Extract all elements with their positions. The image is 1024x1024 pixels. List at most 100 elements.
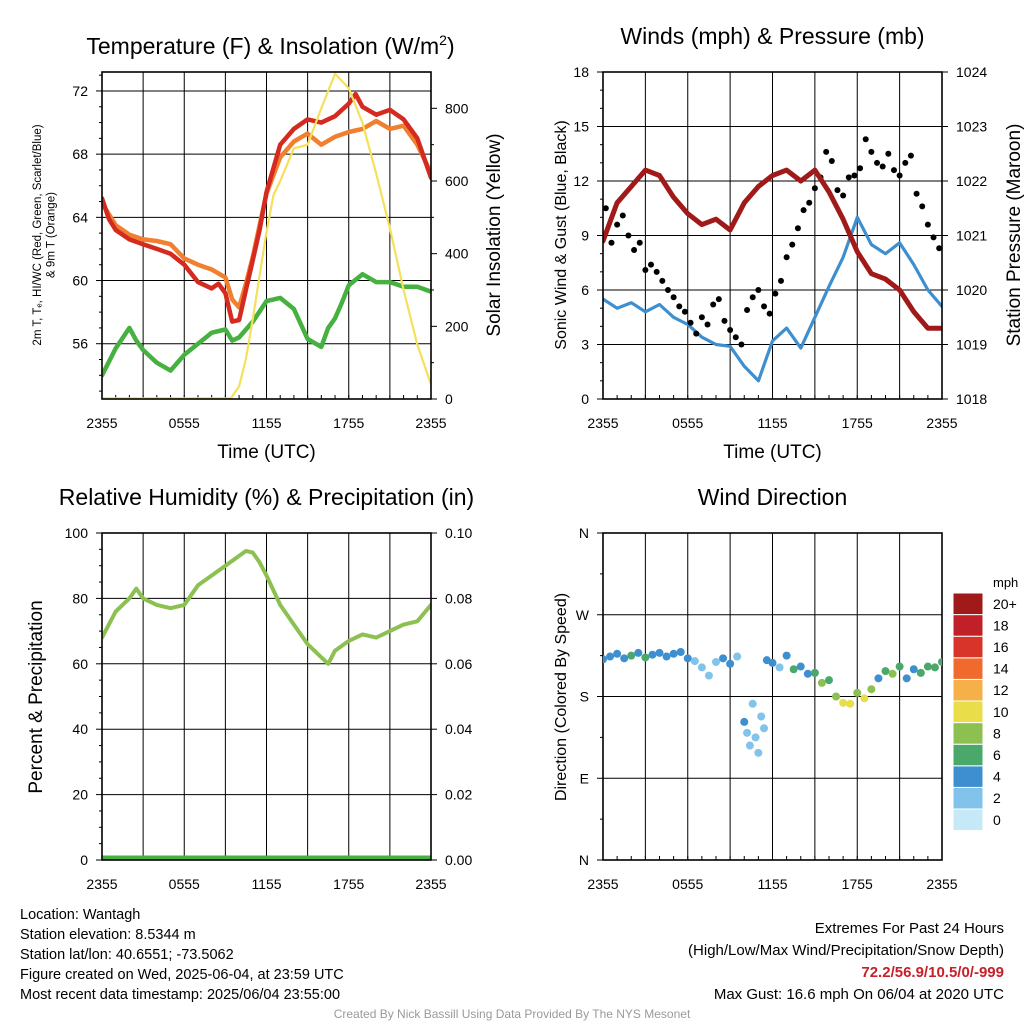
y-tick-label: 80 bbox=[72, 590, 88, 606]
y2-tick-label: 0.04 bbox=[445, 721, 472, 737]
gust-point bbox=[766, 310, 773, 317]
colorbar-label: 16 bbox=[993, 639, 1009, 655]
series-line bbox=[603, 167, 942, 331]
elevation-text: Station elevation: 8.5344 m bbox=[20, 927, 196, 943]
gust-point bbox=[721, 317, 728, 324]
direction-point bbox=[683, 654, 692, 663]
credit-text: Created By Nick Bassill Using Data Provi… bbox=[333, 1007, 691, 1021]
direction-point bbox=[754, 748, 763, 757]
colorbar: 0 2 4 6 8 10 12 14 16 18 20+ mph bbox=[952, 575, 1018, 832]
direction-point bbox=[874, 674, 883, 683]
direction-point bbox=[817, 678, 826, 687]
series-line bbox=[102, 91, 431, 324]
gust-point bbox=[670, 294, 677, 301]
x-axis-label: Time (UTC) bbox=[217, 442, 316, 463]
direction-point bbox=[655, 648, 664, 657]
direction-point bbox=[726, 659, 735, 668]
gust-point bbox=[710, 301, 717, 308]
gust-point bbox=[924, 221, 931, 228]
series-line bbox=[102, 72, 431, 399]
y-tick-label: N bbox=[579, 852, 589, 868]
y-tick-label: 12 bbox=[573, 173, 589, 189]
y-axis-label: & 9m T (Orange) bbox=[46, 192, 58, 278]
x-tick-label: 1155 bbox=[251, 876, 281, 892]
colorbar-label: 18 bbox=[993, 617, 1009, 633]
gust-point bbox=[874, 159, 881, 166]
gust-point bbox=[783, 254, 790, 261]
latlon-text: Station lat/lon: 40.6551; -73.5062 bbox=[20, 947, 234, 963]
gust-point bbox=[806, 199, 813, 206]
max-gust-text: Max Gust: 16.6 mph On 06/04 at 2020 UTC bbox=[713, 986, 1004, 1003]
colorbar-unit: mph bbox=[993, 575, 1018, 590]
x-tick-label: 2355 bbox=[587, 415, 618, 431]
x-tick-label: 2355 bbox=[86, 876, 117, 892]
y-axis-label: Direction (Colored By Speed) bbox=[553, 593, 570, 801]
direction-point bbox=[916, 668, 925, 677]
gust-point bbox=[902, 159, 909, 166]
direction-point bbox=[634, 648, 643, 657]
panel-2: 2355 0555 1155 1755 2355 0 3 6 9 12 15 18 1018 1019 10… bbox=[553, 23, 1024, 463]
y-tick-label: 40 bbox=[72, 721, 88, 737]
direction-point bbox=[853, 688, 862, 697]
y-tick-label: 68 bbox=[72, 146, 88, 162]
y-tick-label: 20 bbox=[72, 787, 88, 803]
direction-point bbox=[606, 652, 615, 661]
colorbar-swatch bbox=[952, 808, 984, 832]
y2-tick-label: 1019 bbox=[956, 337, 987, 353]
direction-point bbox=[832, 692, 841, 701]
colorbar-label: 12 bbox=[993, 682, 1009, 698]
x-tick-label: 2355 bbox=[415, 415, 446, 431]
x-tick-label: 2355 bbox=[415, 876, 446, 892]
colorbar-swatch bbox=[952, 678, 984, 702]
gust-point bbox=[879, 163, 886, 170]
x-tick-label: 1155 bbox=[757, 876, 787, 892]
gust-point bbox=[885, 150, 892, 157]
direction-point bbox=[846, 699, 855, 708]
gust-point bbox=[772, 290, 779, 297]
direction-point bbox=[603, 655, 607, 664]
chart-title: Wind Direction bbox=[698, 484, 848, 510]
gust-point bbox=[715, 296, 722, 303]
gust-point bbox=[698, 314, 705, 321]
direction-point bbox=[895, 662, 904, 671]
gust-point bbox=[755, 287, 762, 293]
direction-point bbox=[839, 698, 848, 707]
y2-tick-label: 0 bbox=[445, 391, 453, 407]
direction-point bbox=[648, 650, 657, 659]
y2-tick-label: 1023 bbox=[956, 119, 987, 135]
gust-point bbox=[676, 303, 683, 310]
gust-point bbox=[659, 277, 666, 284]
x-tick-label: 2355 bbox=[926, 415, 957, 431]
colorbar-swatch bbox=[952, 614, 984, 637]
chart-title: Temperature (F) & Insolation (W/m2) bbox=[86, 32, 454, 59]
colorbar-swatch bbox=[952, 657, 984, 680]
direction-point bbox=[867, 685, 876, 694]
chart-title-sup: 2 bbox=[439, 32, 447, 48]
x-tick-label: 1155 bbox=[757, 415, 787, 431]
colorbar-label: 0 bbox=[993, 812, 1001, 828]
gust-point bbox=[851, 172, 858, 179]
gust-point bbox=[727, 326, 734, 333]
colorbar-swatch bbox=[952, 786, 984, 810]
gust-point bbox=[761, 303, 768, 310]
gust-point bbox=[648, 261, 655, 268]
colorbar-swatch bbox=[952, 635, 984, 659]
colorbar-swatch bbox=[952, 765, 984, 788]
gust-point bbox=[930, 234, 937, 241]
x-tick-label: 0555 bbox=[672, 876, 703, 892]
y-tick-label: 0 bbox=[80, 852, 88, 868]
y-tick-label: N bbox=[579, 525, 589, 541]
plot-frame bbox=[101, 71, 432, 400]
y-tick-label: 100 bbox=[65, 525, 89, 541]
y-tick-label: 60 bbox=[72, 273, 88, 289]
gust-point bbox=[800, 207, 807, 214]
colorbar-label: 8 bbox=[993, 725, 1001, 741]
colorbar-label: 14 bbox=[993, 661, 1009, 677]
y2-tick-label: 600 bbox=[445, 173, 469, 189]
direction-point bbox=[881, 667, 890, 676]
colorbar-swatch bbox=[952, 722, 984, 745]
gust-point bbox=[664, 287, 671, 293]
timestamp-text: Most recent data timestamp: 2025/06/04 2… bbox=[20, 987, 341, 1003]
gust-point bbox=[704, 321, 711, 328]
